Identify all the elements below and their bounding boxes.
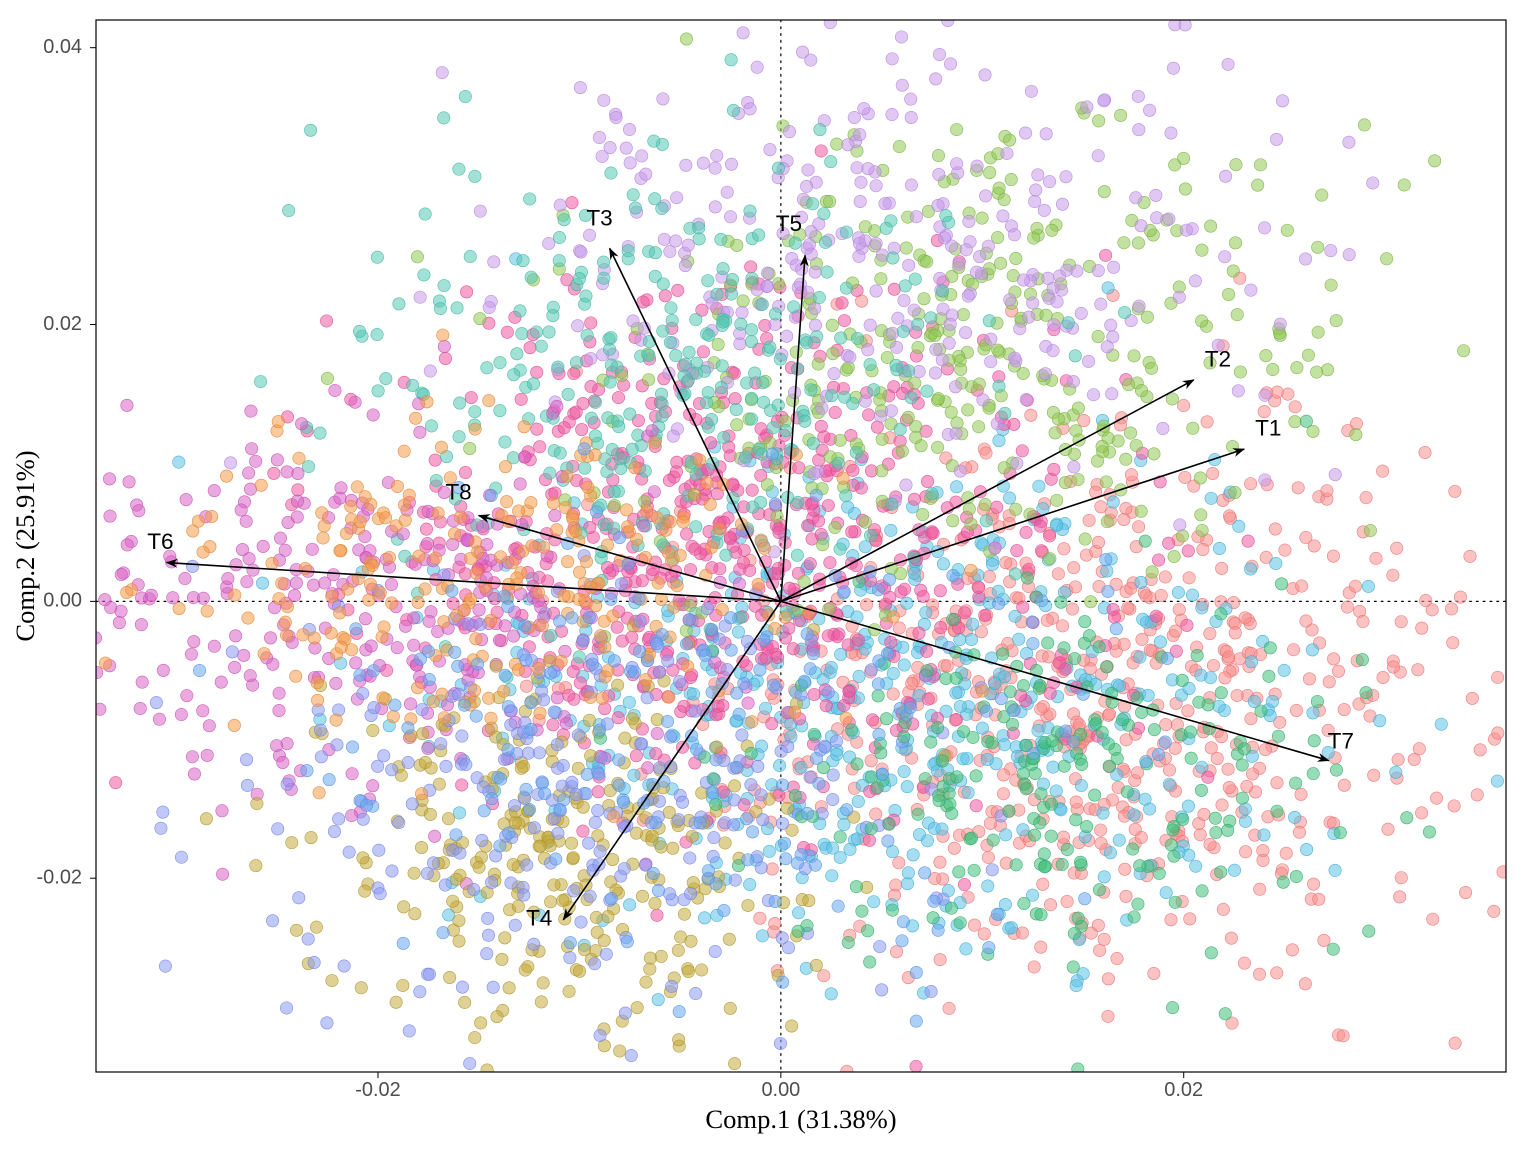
svg-text:T4: T4 — [526, 906, 552, 931]
pca-biplot: T1 T2 T3 T4 T5 T6 T7 T8 -0.02 0.00 0.02 -0.02 0.00 0.… — [0, 0, 1536, 1152]
svg-text:0.00: 0.00 — [761, 1079, 800, 1101]
svg-text:T2: T2 — [1205, 346, 1231, 371]
svg-text:T5: T5 — [776, 211, 802, 236]
svg-text:0.00: 0.00 — [43, 590, 82, 612]
svg-text:T1: T1 — [1255, 416, 1281, 441]
svg-text:T7: T7 — [1328, 729, 1354, 754]
svg-text:0.02: 0.02 — [43, 313, 82, 335]
svg-text:T6: T6 — [147, 529, 173, 554]
svg-text:T8: T8 — [445, 479, 471, 504]
svg-text:-0.02: -0.02 — [355, 1079, 400, 1101]
x-axis-label: Comp.1 (31.38%) — [705, 1104, 896, 1134]
svg-text:-0.02: -0.02 — [37, 866, 82, 888]
chart-svg: T1 T2 T3 T4 T5 T6 T7 T8 -0.02 0.00 0.02 -0.02 0.00 0.… — [0, 0, 1536, 1152]
svg-text:0.04: 0.04 — [43, 36, 82, 58]
svg-text:T3: T3 — [586, 205, 612, 230]
svg-text:0.02: 0.02 — [1164, 1079, 1203, 1101]
y-axis-label: Comp.2 (25.91%) — [10, 450, 40, 641]
